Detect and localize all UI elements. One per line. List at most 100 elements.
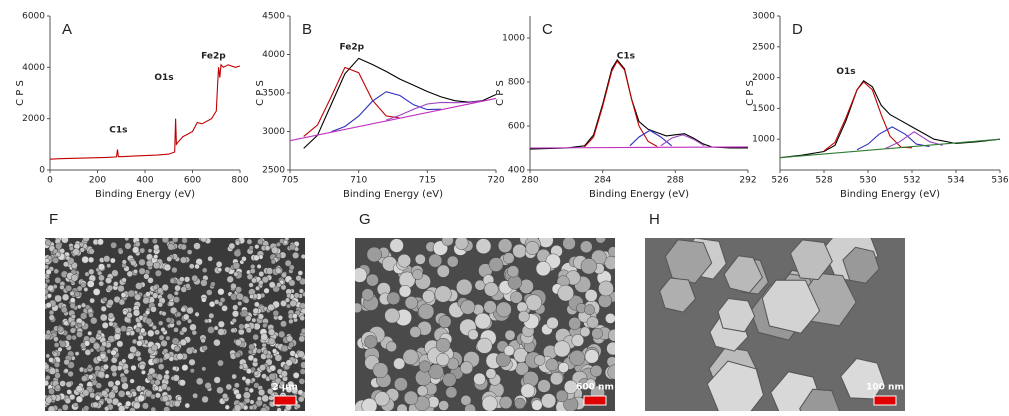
particle xyxy=(267,337,276,346)
particle xyxy=(140,385,146,391)
particle xyxy=(180,243,187,251)
particle xyxy=(281,272,287,278)
particle xyxy=(267,328,276,336)
particle xyxy=(86,280,95,288)
particle xyxy=(87,256,95,263)
particle xyxy=(166,256,173,262)
particle xyxy=(117,390,126,398)
particle xyxy=(176,395,183,401)
particle xyxy=(160,327,166,333)
particle xyxy=(80,302,87,308)
particle xyxy=(192,392,198,399)
particle xyxy=(176,353,184,361)
particle xyxy=(717,297,756,333)
particle xyxy=(248,282,254,288)
particle xyxy=(160,339,168,347)
particle xyxy=(460,361,474,375)
particle xyxy=(298,335,305,343)
particle xyxy=(174,284,181,292)
particle xyxy=(208,301,216,308)
particle xyxy=(172,374,180,382)
particle xyxy=(45,396,53,404)
particle xyxy=(89,392,96,399)
particle xyxy=(502,252,515,264)
particle xyxy=(117,284,125,293)
particle xyxy=(180,306,187,313)
particle xyxy=(101,341,108,347)
particle xyxy=(47,284,55,292)
particle xyxy=(215,261,223,268)
particle xyxy=(231,310,240,318)
scale-bar xyxy=(873,395,897,406)
particle xyxy=(414,253,426,265)
particle xyxy=(67,370,74,378)
particle xyxy=(238,323,245,330)
particle xyxy=(228,242,236,250)
y-axis-label: C P S xyxy=(15,80,26,106)
particle xyxy=(286,303,291,309)
particle xyxy=(201,366,207,372)
particle xyxy=(512,243,527,259)
particle xyxy=(281,344,289,353)
particle xyxy=(63,261,69,268)
particle xyxy=(101,321,109,329)
particle xyxy=(584,289,598,302)
particle xyxy=(121,382,129,390)
particle xyxy=(173,296,180,303)
particle xyxy=(172,366,178,371)
particle xyxy=(153,254,159,260)
x-tick-label: 0 xyxy=(47,176,53,186)
particle xyxy=(275,267,282,274)
particle xyxy=(257,313,264,320)
particle xyxy=(83,287,89,292)
particle xyxy=(57,346,63,353)
particle xyxy=(150,406,157,411)
particle xyxy=(134,241,141,248)
particle xyxy=(260,333,268,341)
series-line xyxy=(303,57,497,149)
particle xyxy=(194,263,200,270)
particle xyxy=(45,239,52,246)
particle xyxy=(213,376,221,384)
particle xyxy=(120,325,127,332)
particle xyxy=(204,318,209,324)
particle xyxy=(659,277,697,313)
particle xyxy=(169,306,178,315)
particle xyxy=(120,292,127,298)
particle xyxy=(110,364,118,373)
series-line xyxy=(823,81,913,152)
particle xyxy=(48,388,55,395)
particle xyxy=(104,373,110,379)
particle xyxy=(163,263,172,272)
particle xyxy=(187,318,193,324)
particle xyxy=(243,391,251,400)
particle xyxy=(250,264,256,270)
particle xyxy=(402,348,419,365)
particle xyxy=(191,330,197,336)
particle xyxy=(129,378,135,384)
particle xyxy=(518,310,530,323)
series-line xyxy=(529,146,749,149)
particle xyxy=(474,279,486,291)
particle xyxy=(233,404,242,411)
particle xyxy=(280,370,288,378)
particle xyxy=(248,245,254,251)
series-line xyxy=(584,60,658,148)
y-axis-label: C P S xyxy=(495,80,506,106)
particle xyxy=(139,247,146,254)
particle xyxy=(195,377,204,386)
particle xyxy=(292,251,300,259)
particle xyxy=(418,360,431,373)
particle xyxy=(152,284,159,291)
particle xyxy=(386,341,397,353)
particle xyxy=(45,268,52,275)
x-tick-label: 400 xyxy=(136,176,153,186)
x-tick-label: 200 xyxy=(89,176,106,186)
particle xyxy=(63,368,69,374)
particle xyxy=(175,319,182,326)
particle xyxy=(467,329,479,340)
particle xyxy=(65,255,71,261)
x-tick-label: 600 xyxy=(184,176,201,186)
particle xyxy=(106,397,113,405)
y-tick-label: 1000 xyxy=(502,34,525,44)
